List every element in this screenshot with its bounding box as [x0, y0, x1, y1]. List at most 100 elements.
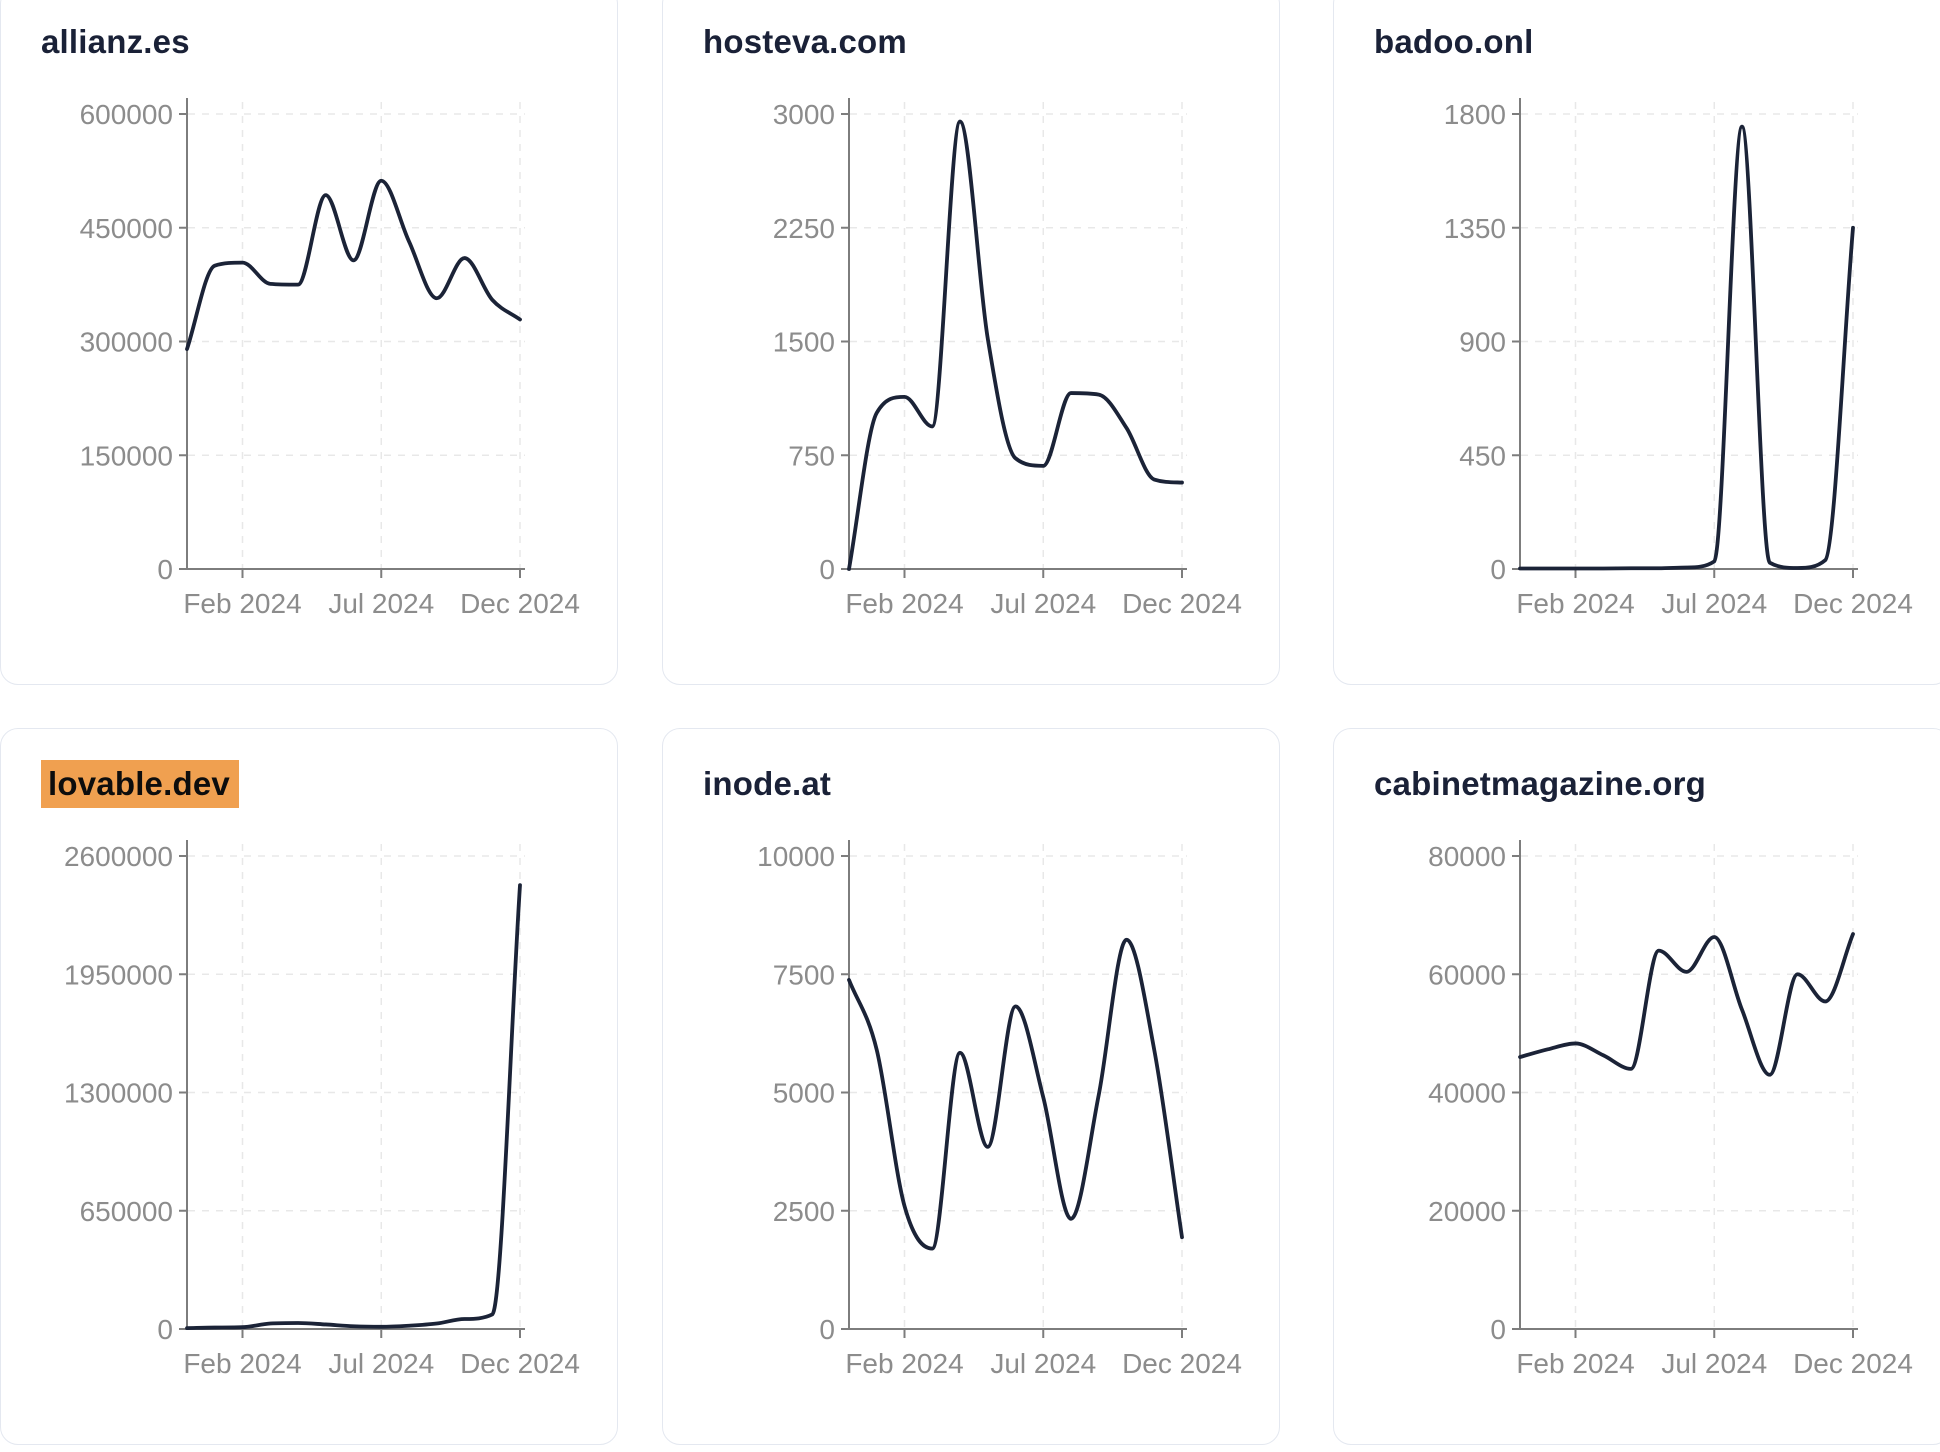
svg-text:Jul 2024: Jul 2024	[328, 588, 434, 619]
chart-title-text: hosteva.com	[703, 23, 907, 60]
trend-line	[1518, 124, 1855, 571]
svg-text:Jul 2024: Jul 2024	[1661, 1348, 1767, 1379]
svg-text:300000: 300000	[80, 327, 173, 358]
svg-text:150000: 150000	[80, 440, 173, 471]
svg-text:0: 0	[819, 1314, 835, 1345]
trend-line	[185, 883, 522, 1330]
x-axis-labels: Feb 2024 Jul 2024 Dec 2024	[183, 1348, 580, 1379]
chart-title-text: allianz.es	[41, 23, 190, 60]
svg-text:5000: 5000	[773, 1078, 835, 1109]
svg-text:40000: 40000	[1428, 1078, 1506, 1109]
y-axis-labels: 0 750 1500 2250 3000	[773, 99, 835, 585]
svg-text:0: 0	[157, 554, 173, 585]
svg-text:1950000: 1950000	[64, 959, 173, 990]
svg-text:Jul 2024: Jul 2024	[1661, 588, 1767, 619]
svg-text:Dec 2024: Dec 2024	[1122, 588, 1242, 619]
x-axis-labels: Feb 2024 Jul 2024 Dec 2024	[845, 1348, 1242, 1379]
y-axis-labels: 0 450 900 1350 1800	[1444, 99, 1506, 585]
gridlines	[850, 844, 1187, 1328]
svg-text:450: 450	[1459, 440, 1506, 471]
gridlines	[1521, 102, 1858, 568]
y-axis-labels: 0 20000 40000 60000 80000	[1428, 841, 1506, 1345]
svg-text:80000: 80000	[1428, 841, 1506, 872]
svg-text:Dec 2024: Dec 2024	[1793, 1348, 1913, 1379]
chart-card-allianz-es: allianz.es 0 150000 300000 450000 600000 Feb …	[0, 0, 618, 685]
svg-text:0: 0	[819, 554, 835, 585]
chart-title-text: cabinetmagazine.org	[1374, 765, 1707, 802]
svg-text:600000: 600000	[80, 99, 173, 130]
svg-text:Jul 2024: Jul 2024	[990, 588, 1096, 619]
chart-card-cabinetmagazine-org: cabinetmagazine.org 0 20000 40000 60000 8000…	[1333, 728, 1940, 1445]
svg-text:Jul 2024: Jul 2024	[990, 1348, 1096, 1379]
svg-text:650000: 650000	[80, 1196, 173, 1227]
y-axis-labels: 0 650000 1300000 1950000 2600000	[64, 841, 173, 1345]
chart-title: badoo.onl	[1374, 23, 1533, 61]
svg-text:Feb 2024: Feb 2024	[845, 588, 963, 619]
chart-card-badoo-onl: badoo.onl 0 450 900 1350 1800 Feb 2024 Jul 202…	[1333, 0, 1940, 685]
svg-text:0: 0	[1490, 554, 1506, 585]
svg-text:750: 750	[788, 440, 835, 471]
svg-text:3000: 3000	[773, 99, 835, 130]
svg-text:Dec 2024: Dec 2024	[1122, 1348, 1242, 1379]
chart-title-text: inode.at	[703, 765, 832, 802]
svg-text:2600000: 2600000	[64, 841, 173, 872]
svg-text:20000: 20000	[1428, 1196, 1506, 1227]
svg-text:10000: 10000	[757, 841, 835, 872]
svg-text:0: 0	[157, 1314, 173, 1345]
chart-title: allianz.es	[41, 23, 190, 61]
svg-text:2500: 2500	[773, 1196, 835, 1227]
axes	[1512, 840, 1858, 1338]
x-axis-labels: Feb 2024 Jul 2024 Dec 2024	[1516, 1348, 1913, 1379]
gridlines	[850, 102, 1187, 568]
chart-canvas: 0 650000 1300000 1950000 2600000 Feb 2024 Jul …	[64, 840, 580, 1379]
axes	[841, 840, 1187, 1338]
trend-line	[847, 119, 1184, 571]
chart-title-text: lovable.dev	[41, 760, 239, 808]
svg-text:900: 900	[1459, 327, 1506, 358]
axes	[179, 840, 525, 1338]
y-axis-labels: 0 2500 5000 7500 10000	[757, 841, 835, 1345]
chart-card-lovable-dev: lovable.dev 0 650000 1300000 1950000 2600000…	[0, 728, 618, 1445]
chart-canvas: 0 450 900 1350 1800 Feb 2024 Jul 2024 Dec 2024	[1444, 98, 1913, 619]
svg-text:Feb 2024: Feb 2024	[183, 588, 301, 619]
chart-canvas: 0 150000 300000 450000 600000 Feb 2024 Jul 202…	[80, 98, 580, 619]
svg-text:1500: 1500	[773, 327, 835, 358]
chart-title-text: badoo.onl	[1374, 23, 1534, 60]
axes	[179, 98, 525, 578]
svg-text:1800: 1800	[1444, 99, 1506, 130]
svg-text:Dec 2024: Dec 2024	[460, 1348, 580, 1379]
trend-line	[185, 178, 522, 351]
svg-text:Feb 2024: Feb 2024	[1516, 588, 1634, 619]
svg-text:1350: 1350	[1444, 213, 1506, 244]
chart-title: inode.at	[703, 765, 831, 803]
chart-card-hosteva-com: hosteva.com 0 750 1500 2250 3000 Feb 2024 Jul …	[662, 0, 1280, 685]
svg-text:7500: 7500	[773, 959, 835, 990]
svg-text:Feb 2024: Feb 2024	[183, 1348, 301, 1379]
chart-title: lovable.dev	[41, 760, 239, 808]
gridlines	[188, 102, 525, 568]
svg-text:2250: 2250	[773, 213, 835, 244]
trend-line	[1518, 932, 1855, 1077]
svg-text:Feb 2024: Feb 2024	[1516, 1348, 1634, 1379]
svg-text:Feb 2024: Feb 2024	[845, 1348, 963, 1379]
chart-canvas: 0 750 1500 2250 3000 Feb 2024 Jul 2024 Dec 2024	[773, 98, 1242, 619]
trend-line	[847, 937, 1184, 1251]
svg-text:60000: 60000	[1428, 959, 1506, 990]
gridlines	[1521, 844, 1858, 1328]
chart-canvas: 0 20000 40000 60000 80000 Feb 2024 Jul 2024 Dec…	[1428, 840, 1913, 1379]
x-axis-labels: Feb 2024 Jul 2024 Dec 2024	[183, 588, 580, 619]
chart-title: cabinetmagazine.org	[1374, 765, 1706, 803]
svg-text:Dec 2024: Dec 2024	[1793, 588, 1913, 619]
svg-text:1300000: 1300000	[64, 1078, 173, 1109]
gridlines	[188, 844, 525, 1328]
chart-card-inode-at: inode.at 0 2500 5000 7500 10000 Feb 2024 Jul 2…	[662, 728, 1280, 1445]
axes	[1512, 98, 1858, 578]
svg-text:Jul 2024: Jul 2024	[328, 1348, 434, 1379]
svg-text:Dec 2024: Dec 2024	[460, 588, 580, 619]
chart-title: hosteva.com	[703, 23, 907, 61]
y-axis-labels: 0 150000 300000 450000 600000	[80, 99, 173, 585]
x-axis-labels: Feb 2024 Jul 2024 Dec 2024	[845, 588, 1242, 619]
svg-text:450000: 450000	[80, 213, 173, 244]
svg-text:0: 0	[1490, 1314, 1506, 1345]
